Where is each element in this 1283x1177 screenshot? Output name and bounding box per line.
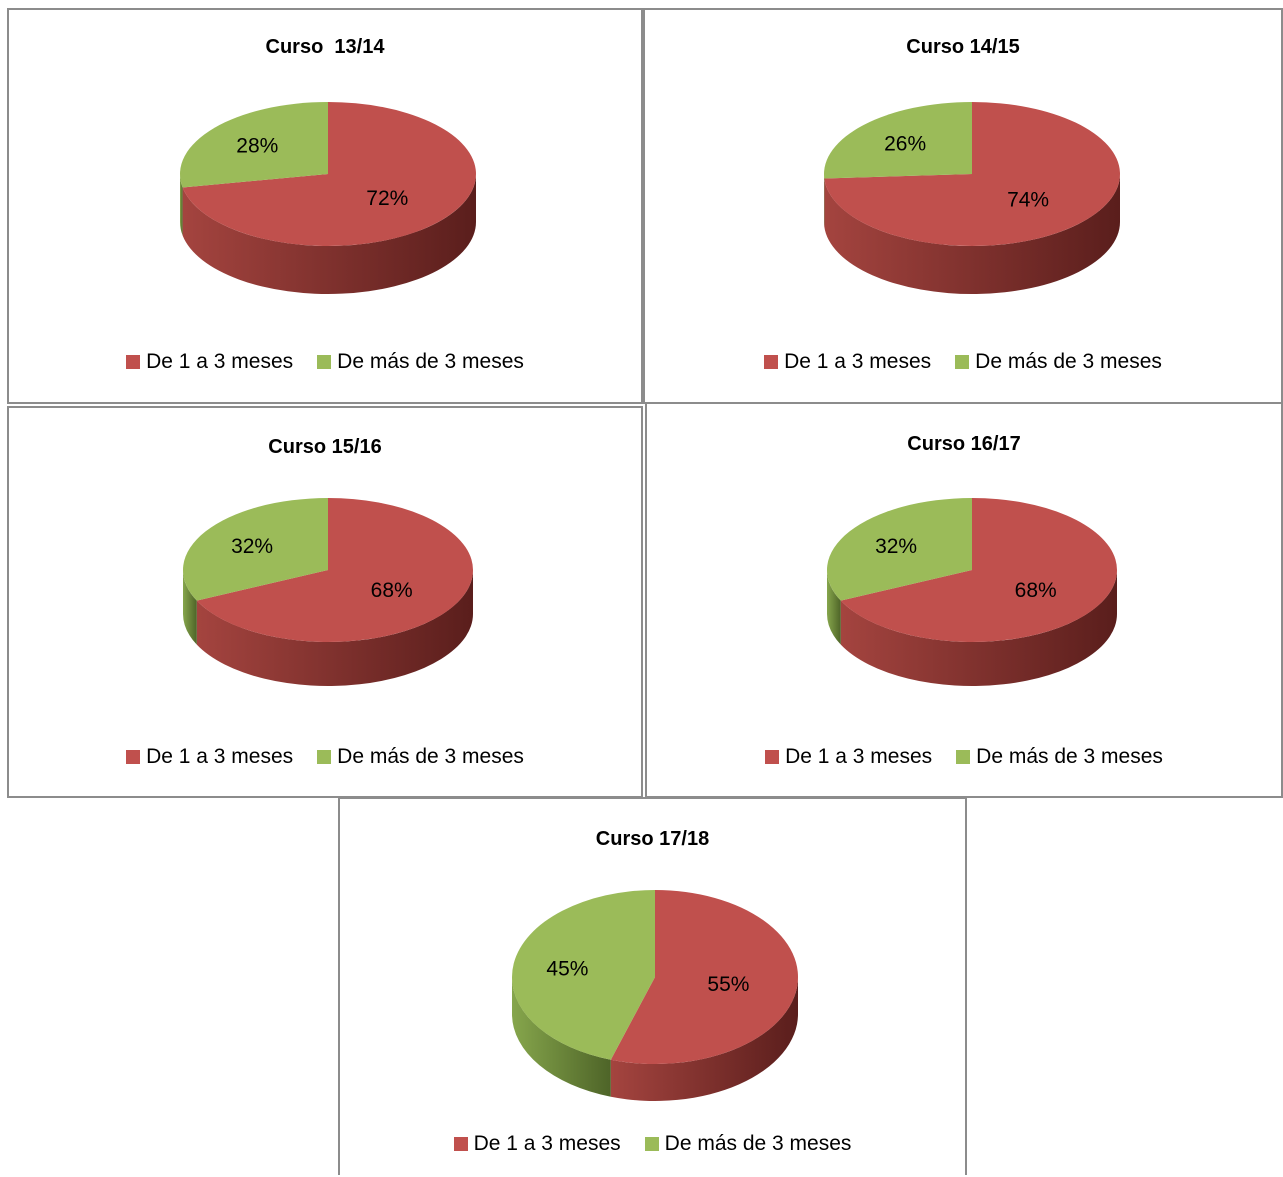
legend-swatch-green [956,750,970,764]
legend: De 1 a 3 meses De más de 3 meses [9,745,641,769]
chart-panel-15-16: Curso 15/16 68%32% De 1 a 3 meses De más… [7,406,643,798]
legend-label: De más de 3 meses [665,1132,852,1156]
data-label: 68% [1015,579,1057,602]
legend-swatch-green [317,750,331,764]
legend-item-1-3-meses: De 1 a 3 meses [126,350,293,374]
legend-item-1-3-meses: De 1 a 3 meses [126,745,293,769]
legend-swatch-red [454,1137,468,1151]
legend: De 1 a 3 meses De más de 3 meses [9,350,641,374]
legend-swatch-red [765,750,779,764]
legend-item-1-3-meses: De 1 a 3 meses [454,1132,621,1156]
legend-item-mas-3-meses: De más de 3 meses [955,350,1162,374]
data-label: 26% [884,132,926,155]
legend-item-mas-3-meses: De más de 3 meses [645,1132,852,1156]
legend: De 1 a 3 meses De más de 3 meses [647,745,1281,769]
pie-chart: 68% 32% [647,404,1283,800]
legend-item-mas-3-meses: De más de 3 meses [317,745,524,769]
data-label: 45% [546,958,588,981]
legend-swatch-red [126,750,140,764]
legend-swatch-green [955,355,969,369]
data-label: 74% [1007,189,1049,212]
legend-label: De más de 3 meses [975,350,1162,374]
legend-label: De más de 3 meses [337,745,524,769]
data-label: 72% [366,187,408,210]
legend-swatch-green [645,1137,659,1151]
chart-panel-13-14: Curso 13/14 72%28% De 1 a 3 meses De más… [7,8,643,404]
legend-label: De 1 a 3 meses [785,745,932,769]
data-label: 55% [707,973,749,996]
legend-label: De 1 a 3 meses [474,1132,621,1156]
legend-label: De 1 a 3 meses [146,745,293,769]
legend-item-mas-3-meses: De más de 3 meses [317,350,524,374]
pie-chart: 74% 26% [645,10,1283,406]
data-label: 28% [236,135,278,158]
legend-item-1-3-meses: De 1 a 3 meses [764,350,931,374]
legend-swatch-green [317,355,331,369]
pie-chart: 55% 45% [340,799,969,1177]
legend-label: De más de 3 meses [976,745,1163,769]
chart-panel-16-17: Curso 16/17 68%32% De 1 a 3 meses De más… [645,402,1283,798]
legend-swatch-red [764,355,778,369]
legend: De 1 a 3 meses De más de 3 meses [340,1132,965,1156]
legend: De 1 a 3 meses De más de 3 meses [645,350,1281,374]
legend-item-mas-3-meses: De más de 3 meses [956,745,1163,769]
legend-swatch-red [126,355,140,369]
legend-label: De 1 a 3 meses [146,350,293,374]
data-label: 32% [231,535,273,558]
chart-panel-14-15: Curso 14/15 74%26% De 1 a 3 meses De más… [643,8,1283,404]
data-label: 68% [371,579,413,602]
pie-chart: 72% 28% [9,10,645,406]
chart-panel-17-18: Curso 17/18 55%45% De 1 a 3 meses De más… [338,797,967,1175]
pie-chart: 68% 32% [9,408,645,800]
legend-label: De más de 3 meses [337,350,524,374]
data-label: 32% [875,535,917,558]
legend-label: De 1 a 3 meses [784,350,931,374]
legend-item-1-3-meses: De 1 a 3 meses [765,745,932,769]
